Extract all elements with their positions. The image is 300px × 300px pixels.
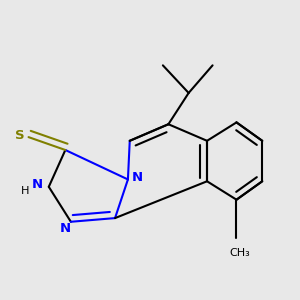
Text: CH₃: CH₃: [230, 248, 250, 257]
Text: N: N: [132, 171, 143, 184]
Text: N: N: [32, 178, 43, 191]
Text: N: N: [60, 222, 71, 235]
Text: S: S: [14, 129, 24, 142]
Text: H: H: [21, 186, 29, 196]
